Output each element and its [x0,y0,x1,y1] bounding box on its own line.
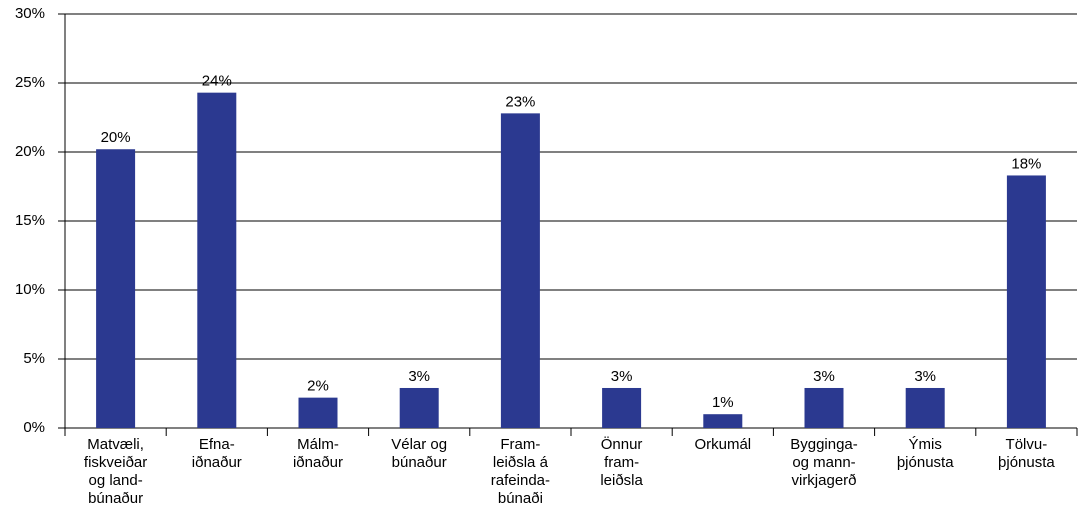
x-tick-label: Tölvu- [1006,436,1048,453]
value-label: 3% [408,368,430,385]
value-label: 24% [202,73,232,90]
value-label: 20% [101,129,131,146]
x-tick-label: Önnur [601,435,643,453]
x-tick-label: búnaði [498,490,543,507]
y-tick-label: 5% [23,350,45,367]
x-tick-label: og land- [88,472,142,489]
y-tick-label: 30% [15,5,45,22]
bar [500,113,540,429]
x-tick-label: og mann- [792,454,855,471]
x-tick-label: Fram- [500,436,540,453]
bar [602,387,642,428]
x-tick-label: Ýmis [909,436,942,453]
bar [399,387,439,428]
bar [197,92,237,428]
x-tick-label: þjónusta [897,454,954,471]
bar [703,414,743,428]
x-tick-label: Vélar og [391,436,447,453]
value-label: 2% [307,378,329,395]
x-tick-label: Málm- [297,436,339,453]
x-tick-label: búnaður [88,490,143,507]
x-tick-label: leiðsla á [493,454,549,471]
y-tick-label: 0% [23,419,45,436]
bar [905,387,945,428]
value-label: 3% [813,368,835,385]
x-tick-label: fiskveiðar [84,454,147,471]
x-tick-label: fram- [604,454,639,471]
x-tick-label: Matvæli, [87,436,144,453]
y-tick-label: 15% [15,212,45,229]
bar [298,397,338,428]
x-tick-label: virkjagerð [791,472,856,489]
y-tick-label: 10% [15,281,45,298]
x-tick-label: búnaður [392,454,447,471]
y-tick-label: 20% [15,143,45,160]
x-tick-label: Bygginga- [790,436,858,453]
x-tick-label: rafeinda- [491,472,550,489]
value-label: 18% [1011,155,1041,172]
value-label: 23% [505,93,535,110]
x-tick-label: þjónusta [998,454,1055,471]
bar [96,149,136,429]
value-label: 3% [611,368,633,385]
x-tick-label: leiðsla [600,472,643,489]
value-label: 1% [712,394,734,411]
x-tick-label: iðnaður [293,454,343,471]
value-label: 3% [914,368,936,385]
x-tick-label: Orkumál [694,436,751,453]
bar [1006,175,1046,428]
x-tick-label: iðnaður [192,454,242,471]
bar [804,387,844,428]
y-tick-label: 25% [15,74,45,91]
x-tick-label: Efna- [199,436,235,453]
